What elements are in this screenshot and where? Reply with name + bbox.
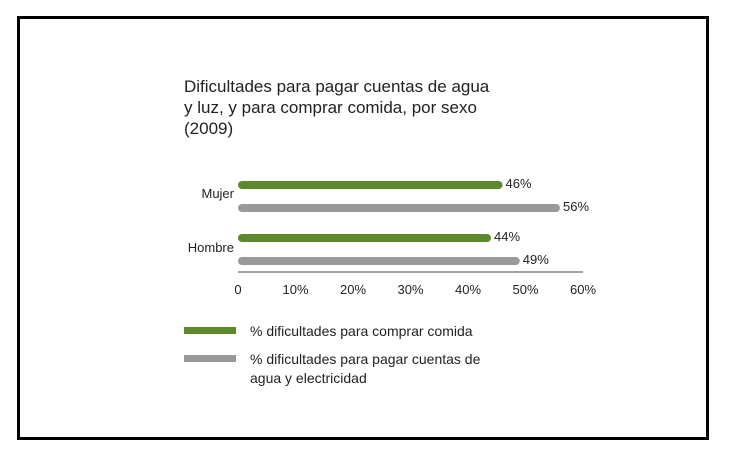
x-tick-label-20: 20% — [340, 282, 366, 297]
legend-label-cuentas-line-2: agua y electricidad — [250, 370, 367, 386]
chart-title-line-3: (2009) — [184, 119, 234, 138]
chart-frame — [17, 16, 709, 440]
value-label-mujer-series-1: 46% — [506, 176, 532, 191]
x-tick-label-60: 60% — [570, 282, 596, 297]
legend-label-comida: % dificultades para comprar comida — [250, 323, 473, 339]
x-tick-label-10: 10% — [282, 282, 308, 297]
bar-hombre-series-2 — [238, 257, 520, 265]
value-label-hombre-series-1: 44% — [494, 229, 520, 244]
category-label-mujer: Mujer — [201, 186, 234, 201]
legend-item-cuentas: % dificultades para pagar cuentas de agu… — [184, 350, 580, 388]
chart-title-line-1: Dificultades para pagar cuentas de agua — [184, 77, 490, 96]
bar-mujer-series-1 — [238, 181, 503, 189]
x-tick-label-30: 30% — [397, 282, 423, 297]
legend-item-comida: % dificultades para comprar comida — [184, 322, 580, 341]
x-tick-label-40: 40% — [455, 282, 481, 297]
legend-swatch-comida — [184, 327, 236, 334]
x-tick-label-50: 50% — [512, 282, 538, 297]
category-label-hombre: Hombre — [188, 240, 234, 255]
x-tick-label-0: 0 — [234, 282, 241, 297]
chart-title-line-2: y luz, y para comprar comida, por sexo — [184, 98, 477, 117]
value-label-hombre-series-2: 49% — [523, 252, 549, 267]
chart-title: Dificultades para pagar cuentas de agua … — [184, 76, 604, 139]
bar-hombre-series-1 — [238, 234, 491, 242]
legend-label-cuentas-line-1: % dificultades para pagar cuentas de — [250, 351, 481, 367]
value-label-mujer-series-2: 56% — [563, 199, 589, 214]
bar-mujer-series-2 — [238, 204, 560, 212]
legend-swatch-cuentas — [184, 355, 236, 362]
